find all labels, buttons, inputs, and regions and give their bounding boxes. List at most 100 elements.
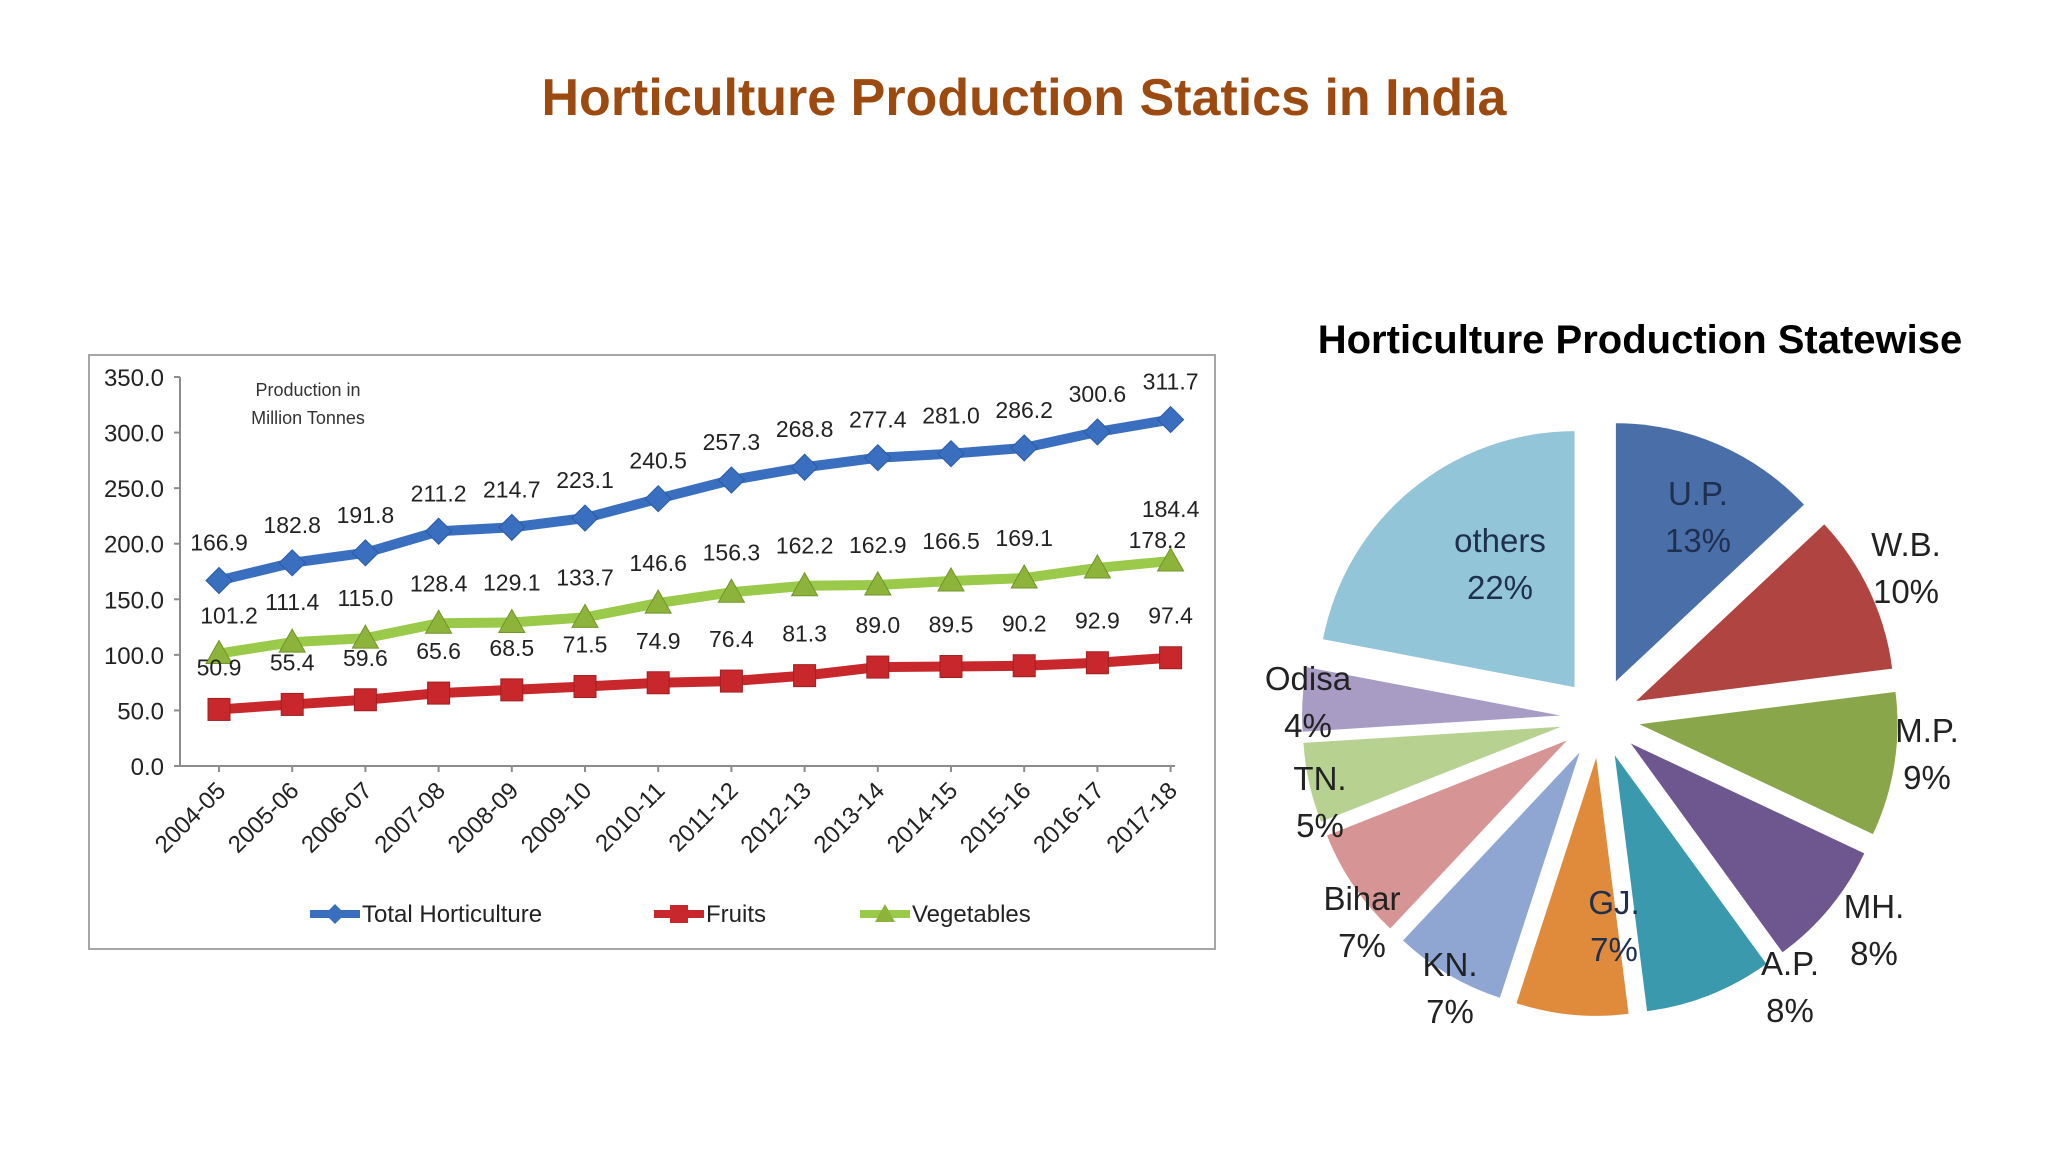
x-tick-label: 2011-12: [664, 777, 744, 857]
x-tick-label: 2013-14: [809, 777, 890, 858]
pie-label-percent: 7%: [1338, 927, 1386, 964]
pie-slice-wb: [1636, 524, 1893, 701]
pie-label-percent: 7%: [1590, 931, 1638, 968]
data-label-fruits: 59.6: [343, 645, 388, 671]
data-point-vegetables: [790, 571, 819, 597]
data-point-total-horticulture: [717, 466, 746, 494]
data-label-vegetables: 184.4: [1142, 496, 1200, 522]
x-tick-label: 2008-09: [443, 777, 524, 858]
pie-label-name: GJ.: [1588, 884, 1639, 921]
legend-label: Total Horticulture: [362, 901, 542, 928]
pie-chart-title: Horticulture Production Statewise: [1317, 318, 1963, 362]
data-label-vegetables: 133.7: [556, 564, 614, 590]
pie-label-percent: 4%: [1284, 707, 1332, 744]
pie-slice-bihar: [1327, 740, 1567, 929]
data-label-vegetables: 169.1: [995, 525, 1053, 551]
y-tick-label: 250.0: [104, 476, 164, 503]
legend-marker: [670, 905, 688, 923]
data-point-fruits: [1085, 651, 1109, 675]
data-label-total-horticulture: 223.1: [556, 467, 614, 493]
pie-slice-gj: [1516, 757, 1629, 1016]
data-point-total-horticulture: [937, 439, 965, 468]
legend-label: Fruits: [706, 901, 766, 928]
pie-slice-up: [1615, 423, 1804, 682]
data-label-vegetables: 162.9: [849, 532, 907, 558]
pie-slice-mp: [1639, 691, 1898, 835]
data-point-total-horticulture: [1010, 434, 1038, 462]
pie-label-name: W.B.: [1871, 526, 1941, 563]
data-point-total-horticulture: [424, 517, 453, 545]
data-point-total-horticulture: [571, 504, 599, 532]
data-label-vegetables: 101.2: [200, 603, 258, 629]
y-tick-label: 350.0: [104, 365, 164, 392]
pie-label-name: others: [1454, 522, 1546, 559]
pie-label-name: TN.: [1293, 760, 1346, 797]
x-tick-label: 2017-18: [1101, 777, 1182, 858]
data-label-total-horticulture: 286.2: [995, 397, 1053, 423]
data-point-vegetables: [1156, 547, 1185, 572]
data-point-vegetables: [1010, 564, 1039, 589]
data-label-fruits: 89.5: [929, 612, 974, 638]
y-tick-label: 150.0: [104, 587, 164, 614]
legend-marker: [325, 904, 345, 924]
data-point-total-horticulture: [1083, 418, 1112, 446]
x-tick-label: 2007-08: [369, 777, 450, 858]
data-point-vegetables: [424, 609, 453, 634]
legend-label: Vegetables: [912, 901, 1031, 928]
data-label-vegetables: 129.1: [483, 570, 541, 596]
pie-slice-tn: [1303, 726, 1561, 822]
data-point-fruits: [427, 681, 451, 705]
pie-slice-others: [1323, 431, 1575, 688]
data-label-vegetables: 162.2: [776, 533, 834, 559]
x-tick-label: 2010-11: [590, 777, 670, 857]
y-tick-label: 200.0: [104, 532, 164, 559]
data-label-vegetables: 156.3: [703, 539, 761, 565]
y-tick-label: 0.0: [131, 754, 164, 781]
data-label-total-horticulture: 211.2: [411, 480, 467, 506]
data-point-vegetables: [497, 608, 526, 634]
data-point-vegetables: [863, 570, 892, 596]
line-chart: 0.0 50.0 100.0 150.0 200.0 250.0 300.0 350.0 200…: [104, 365, 1200, 928]
data-label-fruits: 74.9: [636, 628, 681, 654]
data-point-vegetables: [351, 624, 380, 649]
data-point-fruits: [573, 675, 597, 699]
data-label-total-horticulture: 311.7: [1143, 369, 1199, 395]
x-tick-label: 2009-10: [516, 777, 597, 858]
pie-label-name: U.P.: [1668, 475, 1728, 512]
pie-label-name: Odisa: [1265, 660, 1352, 697]
data-point-vegetables: [937, 566, 965, 592]
x-tick-label: 2015-16: [955, 777, 1036, 858]
pie-slice-mh: [1630, 743, 1865, 953]
data-point-total-horticulture: [1156, 405, 1185, 434]
line-chart-frame: 0.0 50.0 100.0 150.0 200.0 250.0 300.0 350.0 200…: [88, 354, 1216, 950]
data-label-fruits: 97.4: [1148, 603, 1193, 629]
data-point-fruits: [353, 688, 377, 712]
x-tick-label: 2016-17: [1028, 777, 1109, 858]
data-point-vegetables: [278, 628, 307, 653]
pie-label-percent: 9%: [1903, 759, 1951, 796]
data-label-fruits: 92.9: [1075, 608, 1120, 634]
pie-label-percent: 13%: [1665, 522, 1731, 559]
x-tick-label: 2004-05: [150, 777, 231, 858]
data-point-fruits: [939, 655, 963, 679]
pie-label-percent: 10%: [1873, 573, 1939, 610]
pie-label-percent: 8%: [1850, 935, 1898, 972]
data-label-fruits: 55.4: [270, 649, 315, 675]
data-label-vegetables: 178.2: [1129, 527, 1187, 553]
data-point-vegetables: [571, 603, 599, 628]
pie-label-percent: 22%: [1467, 569, 1533, 606]
pie-slice-odisa: [1302, 667, 1561, 732]
data-point-total-horticulture: [278, 549, 306, 577]
series-line-fruits: [214, 652, 1176, 715]
data-label-total-horticulture: 257.3: [703, 429, 761, 455]
legend-marker: [875, 904, 895, 922]
data-label-total-horticulture: 300.6: [1069, 381, 1127, 407]
data-label-vegetables: 146.6: [629, 550, 687, 576]
series-line-vegetables: [214, 556, 1176, 659]
pie-label-name: MH.: [1844, 888, 1905, 925]
data-point-fruits: [207, 697, 231, 721]
data-label-total-horticulture: 281.0: [922, 403, 980, 429]
data-label-fruits: 76.4: [709, 626, 754, 652]
pie-label-percent: 7%: [1426, 993, 1474, 1030]
pie-label-name: A.P.: [1761, 945, 1819, 982]
